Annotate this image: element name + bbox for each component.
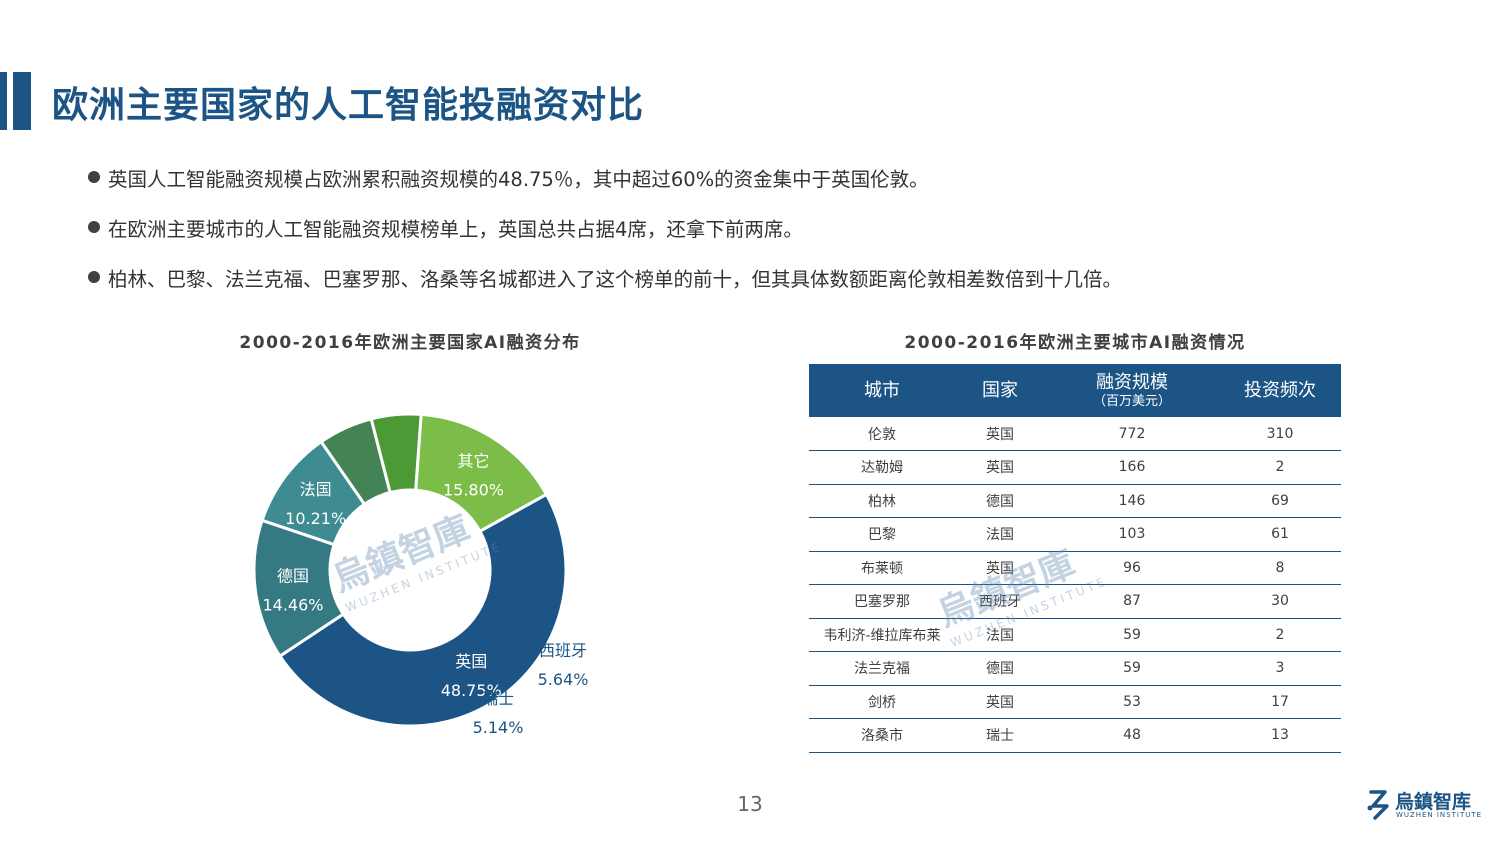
cell-country: 西班牙 [955, 584, 1045, 619]
slice-category-label: 英国 [455, 652, 487, 671]
page-title: 欧洲主要国家的人工智能投融资对比 [52, 85, 645, 126]
cell-country: 英国 [955, 417, 1045, 451]
cell-frequency: 310 [1219, 417, 1341, 451]
cell-city: 达勒姆 [809, 450, 955, 485]
cell-frequency: 69 [1219, 484, 1341, 518]
bullet-dot-icon [88, 271, 100, 283]
table-row: 韦利济-维拉库布莱 法国 59 2 [809, 618, 1341, 652]
slice-category-label: 其它 [457, 452, 489, 471]
donut-slice-0 [277, 492, 568, 728]
bullet-text: 柏林、巴黎、法兰克福、巴塞罗那、洛桑等名城都进入了这个榜单的前十，但其具体数额距… [108, 267, 1123, 291]
cell-funding: 166 [1045, 450, 1219, 485]
slice-category-label: 德国 [277, 566, 309, 585]
cell-funding: 53 [1045, 685, 1219, 719]
slice-category-label: 西班牙 [539, 641, 587, 660]
bullet-text: 英国人工智能融资规模占欧洲累积融资规模的48.75％，其中超过60%的资金集中于… [108, 167, 929, 191]
table-row: 巴黎 法国 103 61 [809, 517, 1341, 552]
cell-frequency: 8 [1219, 551, 1341, 585]
slice-value-label: 5.14% [473, 718, 524, 737]
cell-city: 法兰克福 [809, 651, 955, 686]
table-header-row: 城市 国家 融资规模 （百万美元） 投资频次 [809, 364, 1341, 417]
cell-funding: 48 [1045, 718, 1219, 753]
cell-city: 巴塞罗那 [809, 584, 955, 619]
cell-city: 巴黎 [809, 517, 955, 552]
cell-city: 韦利济-维拉库布莱 [809, 618, 955, 652]
cell-country: 德国 [955, 484, 1045, 518]
cell-city: 剑桥 [809, 685, 955, 719]
slice-value-label: 15.80% [443, 481, 504, 500]
bullet-item: 英国人工智能融资规模占欧洲累积融资规模的48.75％，其中超过60%的资金集中于… [88, 152, 1468, 202]
bullet-text: 在欧洲主要城市的人工智能融资规模榜单上，英国总共占据4席，还拿下前两席。 [108, 217, 803, 241]
page-number: 13 [737, 792, 763, 816]
cell-city: 伦敦 [809, 417, 955, 451]
slice-value-label: 10.21% [285, 509, 346, 528]
table-row: 剑桥 英国 53 17 [809, 685, 1341, 719]
header-frequency: 投资频次 [1219, 364, 1341, 417]
donut-chart: 英国 48.75% 德国 14.46% 法国 10.21% 西班牙 5.64% 瑞士 5.14% 其… [252, 412, 589, 737]
table-row: 洛桑市 瑞士 48 13 [809, 718, 1341, 753]
bullet-dot-icon [88, 171, 100, 183]
cell-funding: 146 [1045, 484, 1219, 518]
table-row: 柏林 德国 146 69 [809, 484, 1341, 518]
cell-funding: 59 [1045, 618, 1219, 652]
institute-logo: 烏鎮智库 WUZHEN INSTITUTE [1365, 786, 1481, 822]
cell-funding: 59 [1045, 651, 1219, 686]
slice-value-label: 14.46% [262, 595, 323, 614]
cell-funding: 103 [1045, 517, 1219, 552]
cell-funding: 87 [1045, 584, 1219, 619]
cell-frequency: 61 [1219, 517, 1341, 552]
logo-mark-icon [1367, 790, 1389, 820]
logo-subtext: WUZHEN INSTITUTE [1396, 811, 1483, 819]
bullet-item: 柏林、巴黎、法兰克福、巴塞罗那、洛桑等名城都进入了这个榜单的前十，但其具体数额距… [88, 252, 1468, 302]
table-title: 2000-2016年欧洲主要城市AI融资情况 [904, 333, 1246, 353]
cell-country: 英国 [955, 551, 1045, 585]
cell-frequency: 13 [1219, 718, 1341, 753]
donut-slice-5 [414, 412, 549, 534]
cell-frequency: 3 [1219, 651, 1341, 686]
table-row: 法兰克福 德国 59 3 [809, 651, 1341, 686]
donut-chart-title: 2000-2016年欧洲主要国家AI融资分布 [239, 333, 581, 353]
table-row: 布莱顿 英国 96 8 [809, 551, 1341, 585]
cell-frequency: 2 [1219, 450, 1341, 485]
table-row: 达勒姆 英国 166 2 [809, 450, 1341, 485]
cell-funding: 96 [1045, 551, 1219, 585]
header-city: 城市 [809, 364, 955, 417]
cell-country: 德国 [955, 651, 1045, 686]
cell-frequency: 2 [1219, 618, 1341, 652]
table-row: 巴塞罗那 西班牙 87 30 [809, 584, 1341, 619]
cell-country: 瑞士 [955, 718, 1045, 753]
cell-country: 英国 [955, 450, 1045, 485]
bullet-list: 英国人工智能融资规模占欧洲累积融资规模的48.75％，其中超过60%的资金集中于… [88, 152, 1468, 302]
bullet-dot-icon [88, 221, 100, 233]
cell-funding: 772 [1045, 417, 1219, 451]
slice-value-label: 48.75% [441, 681, 502, 700]
slice-category-label: 瑞士 [482, 689, 514, 708]
slice-category-label: 法国 [300, 480, 332, 499]
cell-city: 柏林 [809, 484, 955, 518]
city-funding-table: 城市 国家 融资规模 （百万美元） 投资频次 伦敦 英国 772 310 达勒姆 英国 166… [809, 364, 1341, 753]
cell-frequency: 30 [1219, 584, 1341, 619]
header-funding: 融资规模 （百万美元） [1045, 364, 1219, 417]
table-row: 伦敦 英国 772 310 [809, 417, 1341, 451]
cell-country: 法国 [955, 618, 1045, 652]
cell-country: 法国 [955, 517, 1045, 552]
slice-value-label: 5.64% [538, 670, 589, 689]
cell-country: 英国 [955, 685, 1045, 719]
cell-city: 布莱顿 [809, 551, 955, 585]
cell-city: 洛桑市 [809, 718, 955, 753]
logo-text: 烏鎮智库 [1395, 791, 1472, 813]
header-country: 国家 [955, 364, 1045, 417]
cell-frequency: 17 [1219, 685, 1341, 719]
bullet-item: 在欧洲主要城市的人工智能融资规模榜单上，英国总共占据4席，还拿下前两席。 [88, 202, 1468, 252]
